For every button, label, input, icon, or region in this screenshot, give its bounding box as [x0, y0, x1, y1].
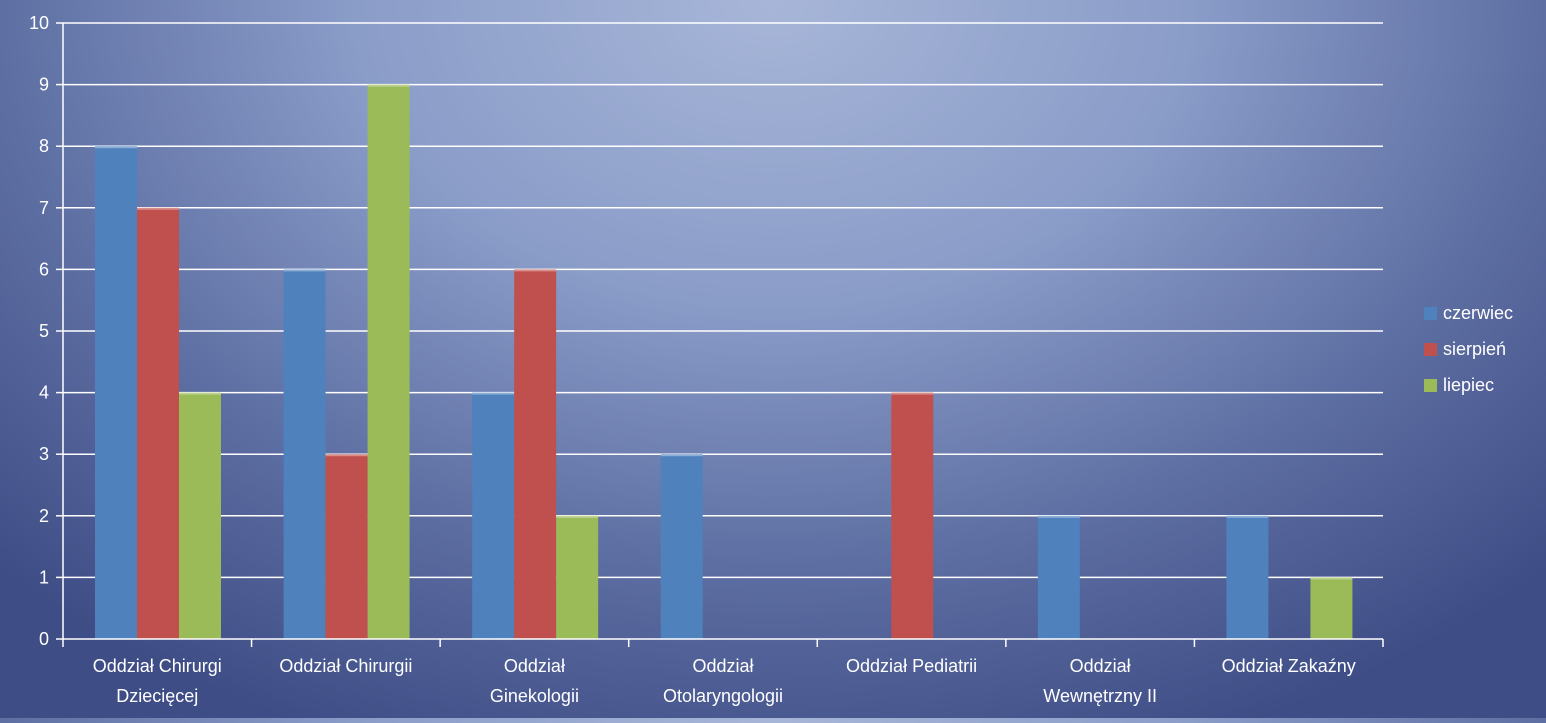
y-tick-label: 4 — [39, 383, 49, 403]
y-tick-label: 5 — [39, 321, 49, 341]
bar-highlight — [95, 146, 137, 149]
bar-highlight — [137, 207, 179, 210]
legend-label-sierpień: sierpień — [1443, 339, 1506, 359]
bar-highlight — [556, 515, 599, 518]
bars — [95, 84, 1353, 640]
x-category-label: Oddział Pediatrii — [846, 656, 977, 676]
legend-swatch-sierpień — [1424, 343, 1437, 356]
bar-liepiec-2 — [556, 515, 599, 639]
x-category-label: Oddział Chirurgi — [93, 656, 222, 676]
x-category-label: Dziecięcej — [116, 686, 198, 706]
bar-czerwiec-3 — [660, 454, 703, 639]
gridlines — [63, 22, 1383, 579]
y-tick-label: 7 — [39, 198, 49, 218]
axes: 0 1 2 3 4 5 6 7 8 9 10 Oddział Chirurgi Dziecięcej Od… — [29, 13, 1384, 706]
y-tick-label: 9 — [39, 75, 49, 95]
bar-sierpień-4 — [891, 392, 934, 639]
x-category-label: Oddział Chirurgii — [279, 656, 412, 676]
bar-highlight — [514, 269, 557, 272]
x-category-label: Oddział Zakaźny — [1222, 656, 1356, 676]
y-tick-label: 3 — [39, 444, 49, 464]
bar-highlight — [325, 454, 368, 457]
bar-highlight — [891, 392, 934, 395]
x-category-label: Oddział — [1070, 656, 1131, 676]
y-tick-label: 0 — [39, 629, 49, 649]
y-tick-label: 6 — [39, 259, 49, 279]
bar-liepiec-0 — [179, 392, 221, 639]
bar-highlight — [1310, 577, 1353, 580]
x-category-label: Oddział — [692, 656, 753, 676]
bar-czerwiec-0 — [95, 146, 137, 639]
bar-highlight — [472, 392, 515, 395]
legend-label-liepiec: liepiec — [1443, 375, 1494, 395]
y-tick-label: 8 — [39, 136, 49, 156]
bar-czerwiec-5 — [1037, 515, 1080, 639]
bar-highlight — [1037, 515, 1080, 518]
x-category-label: Otolaryngologii — [663, 686, 783, 706]
legend-swatch-liepiec — [1424, 379, 1437, 392]
legend-label-czerwiec: czerwiec — [1443, 303, 1513, 323]
y-tick-label: 1 — [39, 567, 49, 587]
y-tick-label: 10 — [29, 13, 49, 33]
bar-highlight — [660, 454, 703, 457]
bar-liepiec-6 — [1310, 577, 1353, 639]
bar-sierpień-0 — [137, 207, 179, 640]
bar-sierpień-2 — [514, 269, 557, 639]
bar-czerwiec-1 — [283, 269, 326, 639]
bar-highlight — [179, 392, 221, 395]
legend: czerwiec sierpień liepiec — [1424, 303, 1513, 395]
bar-czerwiec-6 — [1226, 515, 1269, 639]
y-tick-label: 2 — [39, 506, 49, 526]
x-category-label: Ginekologii — [490, 686, 579, 706]
x-category-label: Wewnętrzny II — [1043, 686, 1157, 706]
bar-highlight — [1226, 515, 1269, 518]
bar-czerwiec-2 — [472, 392, 515, 639]
bar-highlight — [283, 269, 326, 272]
bar-highlight — [367, 84, 410, 87]
bar-liepiec-1 — [367, 84, 410, 640]
legend-swatch-czerwiec — [1424, 307, 1437, 320]
bar-sierpień-1 — [325, 454, 368, 639]
x-category-label: Oddział — [504, 656, 565, 676]
